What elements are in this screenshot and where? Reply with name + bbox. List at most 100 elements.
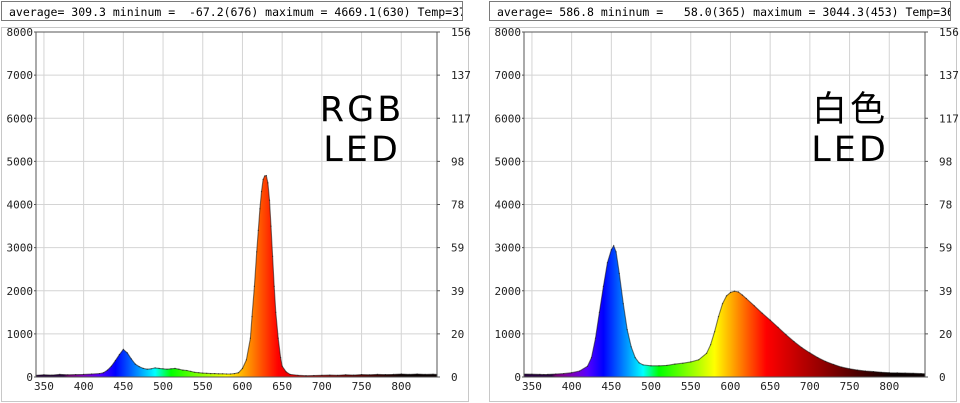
data-point — [134, 363, 136, 365]
data-point — [833, 363, 835, 366]
right-y-tick-label: 137 — [939, 69, 959, 82]
data-point — [825, 360, 827, 363]
x-tick-label: 550 — [681, 380, 701, 393]
data-point — [849, 368, 851, 370]
x-tick-label: 500 — [153, 380, 173, 393]
y-tick-label: 6000 — [7, 112, 34, 125]
y-tick-label: 2000 — [7, 285, 34, 298]
data-point — [329, 374, 331, 376]
data-point — [43, 374, 45, 376]
data-point — [106, 369, 109, 371]
data-point — [233, 373, 236, 375]
data-point — [841, 366, 843, 368]
x-tick-label: 500 — [641, 380, 661, 393]
y-tick-label: 4000 — [7, 199, 34, 212]
data-point — [706, 352, 708, 354]
data-point — [658, 365, 660, 367]
data-point — [277, 337, 279, 339]
data-point — [579, 370, 581, 372]
y-tick-label: 0 — [514, 371, 521, 384]
data-point — [275, 311, 277, 313]
data-point — [682, 362, 684, 364]
data-point — [214, 373, 216, 375]
data-point — [98, 373, 101, 375]
data-point — [126, 352, 128, 354]
data-point — [408, 373, 410, 375]
y-tick-label: 8000 — [7, 26, 34, 39]
data-point — [912, 372, 914, 374]
data-point — [110, 365, 112, 367]
data-point — [761, 312, 763, 314]
data-point — [920, 373, 922, 375]
y-tick-label: 1000 — [7, 328, 34, 341]
x-tick-label: 350 — [522, 380, 542, 393]
data-point — [626, 329, 628, 331]
data-point — [262, 178, 264, 181]
data-point — [888, 372, 890, 374]
data-point — [777, 326, 779, 328]
data-point — [817, 357, 819, 359]
y-tick-label: 0 — [26, 371, 33, 384]
data-point — [162, 368, 164, 370]
data-point — [400, 373, 402, 375]
data-point — [226, 373, 228, 375]
data-point — [543, 373, 545, 376]
data-point — [289, 373, 291, 375]
right-y-tick-label: 59 — [939, 242, 952, 255]
data-point — [264, 175, 266, 177]
x-tick-label: 600 — [721, 380, 741, 393]
data-point — [710, 344, 712, 346]
spectrum-line — [523, 244, 926, 376]
data-point — [416, 373, 418, 375]
data-point — [904, 372, 906, 374]
data-point — [170, 368, 172, 370]
data-point — [102, 372, 105, 374]
data-point — [571, 372, 573, 374]
data-point — [606, 262, 608, 264]
data-point — [150, 368, 152, 370]
data-point — [586, 365, 589, 367]
data-point — [725, 295, 728, 297]
data-point — [698, 359, 700, 361]
right-y-tick-label: 78 — [451, 199, 464, 212]
data-point — [142, 367, 144, 369]
data-point — [194, 371, 196, 373]
y-tick-label: 7000 — [495, 69, 522, 82]
data-point — [130, 358, 132, 360]
x-tick-label: 350 — [34, 380, 54, 393]
data-point — [202, 372, 204, 374]
data-point — [249, 337, 251, 339]
x-tick-label: 750 — [352, 380, 372, 393]
data-point — [305, 375, 307, 377]
led-type-annotation: RGB — [320, 90, 404, 130]
data-point — [555, 373, 557, 375]
x-tick-label: 750 — [840, 380, 860, 393]
data-point — [392, 373, 394, 375]
right-y-tick-label: 78 — [939, 199, 952, 212]
data-point — [618, 272, 620, 275]
data-point — [206, 372, 208, 374]
data-point — [138, 366, 140, 368]
data-point — [690, 361, 692, 363]
data-point — [272, 255, 274, 257]
data-point — [721, 303, 724, 305]
data-point — [872, 371, 874, 373]
data-point — [650, 365, 652, 367]
data-point — [793, 341, 795, 343]
data-point — [154, 367, 156, 369]
data-point — [717, 316, 720, 318]
spectrum-area — [524, 245, 925, 377]
data-point — [642, 364, 644, 366]
data-point — [313, 374, 315, 377]
data-point — [237, 372, 240, 374]
x-tick-label: 550 — [193, 380, 213, 393]
data-point — [384, 374, 386, 376]
y-tick-label: 4000 — [495, 199, 522, 212]
data-point — [229, 373, 232, 375]
x-tick-label: 650 — [760, 380, 780, 393]
right-y-tick-label: 39 — [451, 285, 464, 298]
spectrum-line — [35, 174, 438, 377]
data-point — [260, 191, 263, 193]
right-y-tick-label: 137 — [451, 69, 471, 82]
